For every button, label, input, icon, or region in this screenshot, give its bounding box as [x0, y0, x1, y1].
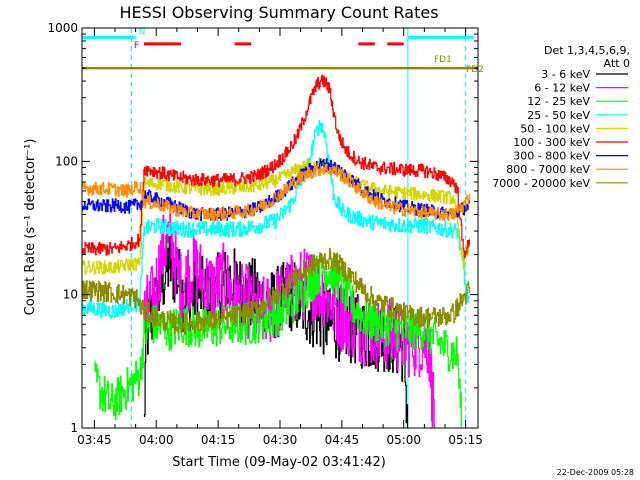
x-tick-label-5: 05:00 [386, 433, 421, 447]
flag-label-f: F [134, 41, 139, 51]
reference-lines: FD1 [82, 55, 478, 70]
x-tick-label-2: 04:15 [201, 433, 236, 447]
y-tick-label-3: 1000 [47, 21, 78, 35]
flag-label-n: N [139, 27, 146, 37]
legend-label-6: 300 - 800 keV [513, 150, 590, 163]
series-line-5 [82, 74, 470, 259]
legend-label-5: 100 - 300 keV [513, 136, 590, 149]
x-axis-label: Start Time (09-May-02 03:41:42) [172, 455, 386, 470]
y-tick-label-2: 100 [55, 154, 78, 168]
x-tick-label-4: 04:45 [325, 433, 360, 447]
legend-label-2: 12 - 25 keV [527, 95, 590, 108]
y-axis-label: Count Rate (s⁻¹ detector⁻¹) [23, 139, 38, 316]
legend-header-line-2: Att 0 [603, 57, 630, 70]
legend-header: Det 1,3,4,5,6,9, Att 0 [544, 44, 630, 70]
series-line-7 [82, 163, 470, 222]
y-tick-label-1: 10 [63, 288, 78, 302]
legend-label-7: 800 - 7000 keV [506, 163, 590, 176]
legend-label-1: 6 - 12 keV [534, 82, 590, 95]
legend-label-4: 50 - 100 keV [520, 122, 590, 135]
flag-label-fd2: FD2 [466, 65, 484, 75]
legend-label-0: 3 - 6 keV [541, 68, 590, 81]
x-tick-label-1: 04:00 [139, 433, 174, 447]
y-tick-label-0: 1 [70, 421, 78, 435]
legend-label-3: 25 - 50 keV [527, 109, 590, 122]
x-tick-label-0: 03:45 [77, 433, 112, 447]
x-tick-label-3: 04:30 [263, 433, 298, 447]
series-lines [82, 74, 470, 428]
axes: 03:45 04:00 04:15 04:30 04:45 05:00 05:15 1 10 10… [47, 21, 482, 447]
series-line-4 [82, 157, 470, 275]
series-line-3 [82, 120, 470, 319]
flag-bars: NF FD2 [82, 27, 484, 75]
chart-title: HESSI Observing Summary Count Rates [119, 3, 438, 22]
x-tick-label-6: 05:15 [448, 433, 483, 447]
reference-line-label: FD1 [434, 55, 452, 65]
footer-timestamp: 22-Dec-2009 05:28 [556, 468, 634, 477]
series-line-8 [82, 247, 470, 335]
legend-label-8: 7000 - 20000 keV [492, 177, 590, 190]
legend-header-line-1: Det 1,3,4,5,6,9, [543, 44, 630, 57]
